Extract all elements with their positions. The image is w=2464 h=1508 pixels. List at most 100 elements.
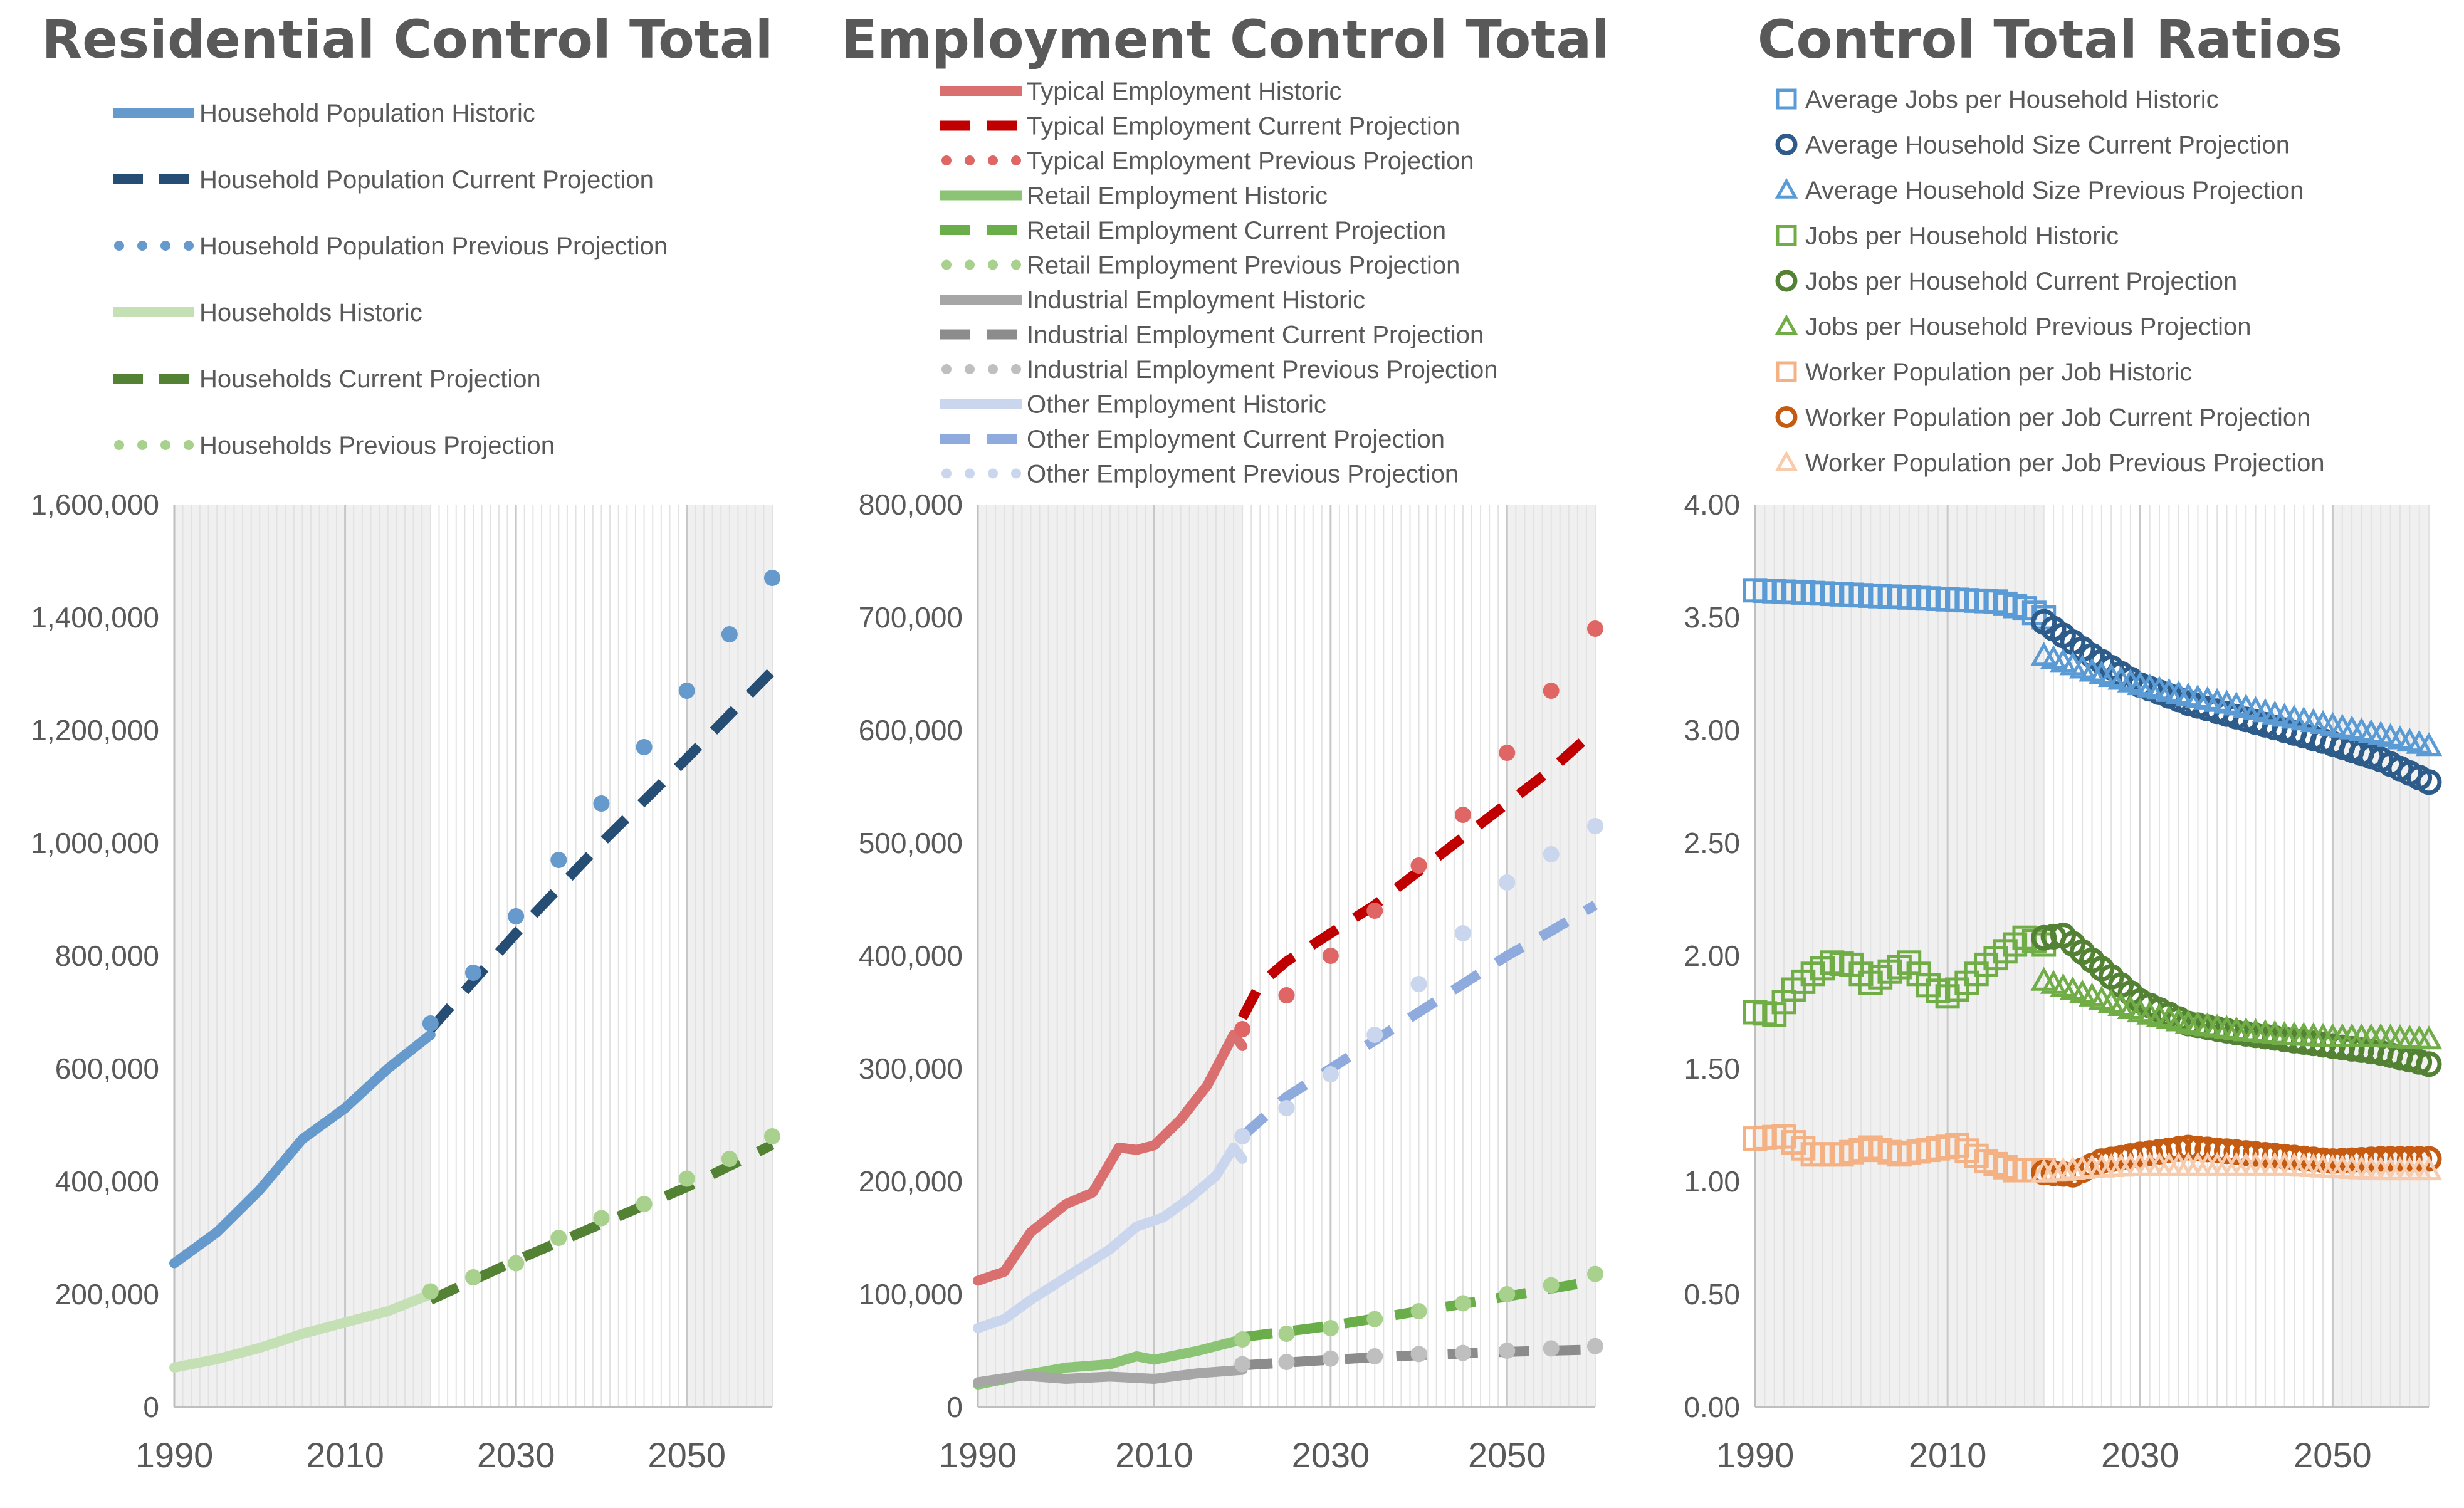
data-point <box>1410 976 1427 992</box>
employment-chart-panel: Employment Control Total 0 100,000 200,000… <box>815 0 1636 1508</box>
data-point <box>1543 683 1560 699</box>
legend-label: Worker Population per Job Current Projec… <box>1805 404 2310 432</box>
data-point <box>1234 1331 1251 1348</box>
gridlines <box>182 505 773 1407</box>
residential-chart-svg: 0 200,000 400,000 600,000 800,000 1,000,000 1,… <box>31 100 780 1475</box>
data-point <box>1234 1128 1251 1144</box>
legend-swatch <box>1011 155 1021 165</box>
legend-item: Industrial Employment Previous Projectio… <box>941 356 1497 384</box>
legend-swatch <box>1775 270 1798 292</box>
legend-label: Retail Employment Historic <box>1027 182 1328 210</box>
legend-swatch <box>160 241 170 251</box>
data-point <box>1322 1350 1339 1367</box>
data-point <box>550 1230 567 1246</box>
legend-label: Other Employment Previous Projection <box>1027 461 1459 488</box>
y-tick-label: 2.50 <box>1684 827 1740 859</box>
series-group <box>973 620 1603 1390</box>
legend-swatch <box>988 259 998 270</box>
x-tick-label: 2010 <box>1115 1435 1193 1475</box>
legend-swatch <box>988 364 998 374</box>
gridlines <box>986 505 1596 1407</box>
legend-item: Other Employment Previous Projection <box>941 461 1459 488</box>
series-households-historic <box>169 1289 436 1373</box>
data-point <box>1322 1320 1339 1336</box>
data-point <box>764 1128 780 1144</box>
ratio-chart-panel: Control Total Ratios 0.00 0.50 1.00 1.50 2.0… <box>1636 0 2464 1508</box>
gridlines <box>1764 505 2430 1407</box>
data-point <box>636 1196 653 1212</box>
data-point <box>1322 948 1339 964</box>
data-point <box>1587 1265 1603 1282</box>
legend-item: Typical Employment Historic <box>940 78 1341 105</box>
legend-item: Retail Employment Historic <box>940 182 1328 210</box>
series-households-current-projection <box>428 1140 775 1305</box>
data-point <box>721 1151 738 1167</box>
y-tick-label: 800,000 <box>55 940 159 972</box>
legend-item: Other Employment Historic <box>940 391 1326 419</box>
series-other-employment-current-projection <box>1239 901 1598 1140</box>
y-tick-label: 200,000 <box>859 1165 963 1198</box>
y-tick-label: 1,600,000 <box>31 488 159 521</box>
legend-swatch <box>1775 450 1798 471</box>
legend-swatch <box>988 468 998 479</box>
y-tick-label: 0.50 <box>1684 1278 1740 1311</box>
ratio-chart-svg: 0.00 0.50 1.00 1.50 2.00 2.50 3.00 3.50 4.00 1990… <box>1684 86 2443 1475</box>
employment-chart-svg: 0 100,000 200,000 300,000 400,000 500,000 600,… <box>859 78 1603 1475</box>
series-worker-population-per-job-previous-projection <box>2030 1151 2443 1183</box>
legend-swatch <box>1775 406 1798 428</box>
legend-label: Typical Employment Historic <box>1027 78 1341 105</box>
legend-swatch <box>114 241 124 251</box>
x-tick-labels: 1990 2010 2030 2050 <box>135 1435 726 1475</box>
data-point <box>1366 1311 1383 1327</box>
residential-chart-panel: Residential Control Total 0 200,000 400,00… <box>0 0 815 1508</box>
data-point <box>508 1255 525 1272</box>
legend-label: Households Historic <box>199 299 422 327</box>
y-tick-label: 800,000 <box>859 488 963 521</box>
series-households-previous-projection <box>422 1128 780 1300</box>
data-point <box>1543 1340 1560 1357</box>
legend-swatch <box>965 364 975 374</box>
y-tick-label: 500,000 <box>859 827 963 859</box>
legend-swatch <box>1011 259 1021 270</box>
data-point <box>465 965 481 981</box>
legend-item: Households Historic <box>113 299 422 327</box>
legend-label: Household Population Current Projection <box>199 166 654 194</box>
data-point <box>1454 1344 1471 1361</box>
legend-swatch <box>184 241 194 251</box>
y-tick-label: 100,000 <box>859 1278 963 1311</box>
legend-label: Households Current Projection <box>199 365 541 393</box>
y-tick-label: 400,000 <box>859 940 963 972</box>
y-tick-label: 700,000 <box>859 601 963 634</box>
legend-swatch <box>160 440 170 450</box>
legend-swatch <box>184 440 194 450</box>
x-tick-label: 2050 <box>1468 1435 1546 1475</box>
legend-item: Typical Employment Current Projection <box>940 113 1460 140</box>
chart-title: Control Total Ratios <box>1757 9 2343 70</box>
series-other-employment-previous-projection <box>1234 818 1603 1144</box>
y-tick-label: 4.00 <box>1684 488 1740 521</box>
data-point <box>1366 903 1383 919</box>
x-tick-label: 1990 <box>939 1435 1017 1475</box>
y-tick-label: 2.00 <box>1684 940 1740 972</box>
y-tick-labels: 0 200,000 400,000 600,000 800,000 1,000,000 1,… <box>31 488 159 1423</box>
series-group <box>169 570 780 1373</box>
data-point <box>2415 1025 2443 1050</box>
legend-item: Worker Population per Job Historic <box>1776 359 2192 386</box>
data-point <box>1454 1295 1471 1312</box>
legend-label: Households Previous Projection <box>199 432 555 459</box>
x-tick-labels: 1990 2010 2030 2050 <box>1716 1435 2372 1475</box>
legend-swatch <box>114 440 124 450</box>
legend-swatch <box>988 155 998 165</box>
y-tick-labels: 0 100,000 200,000 300,000 400,000 500,000 600,… <box>859 488 963 1423</box>
data-point <box>1543 846 1560 862</box>
legend-swatch <box>1775 177 1798 199</box>
legend-label: Typical Employment Current Projection <box>1027 113 1460 140</box>
data-point <box>2415 732 2443 757</box>
legend-item: Household Population Previous Projection <box>114 233 668 260</box>
legend-label: Jobs per Household Historic <box>1805 223 2119 250</box>
legend-swatch <box>137 241 147 251</box>
legend-label: Average Household Size Current Projectio… <box>1805 132 2290 159</box>
legend-label: Other Employment Historic <box>1027 391 1326 419</box>
x-tick-label: 1990 <box>135 1435 214 1475</box>
legend-swatch <box>941 468 952 479</box>
